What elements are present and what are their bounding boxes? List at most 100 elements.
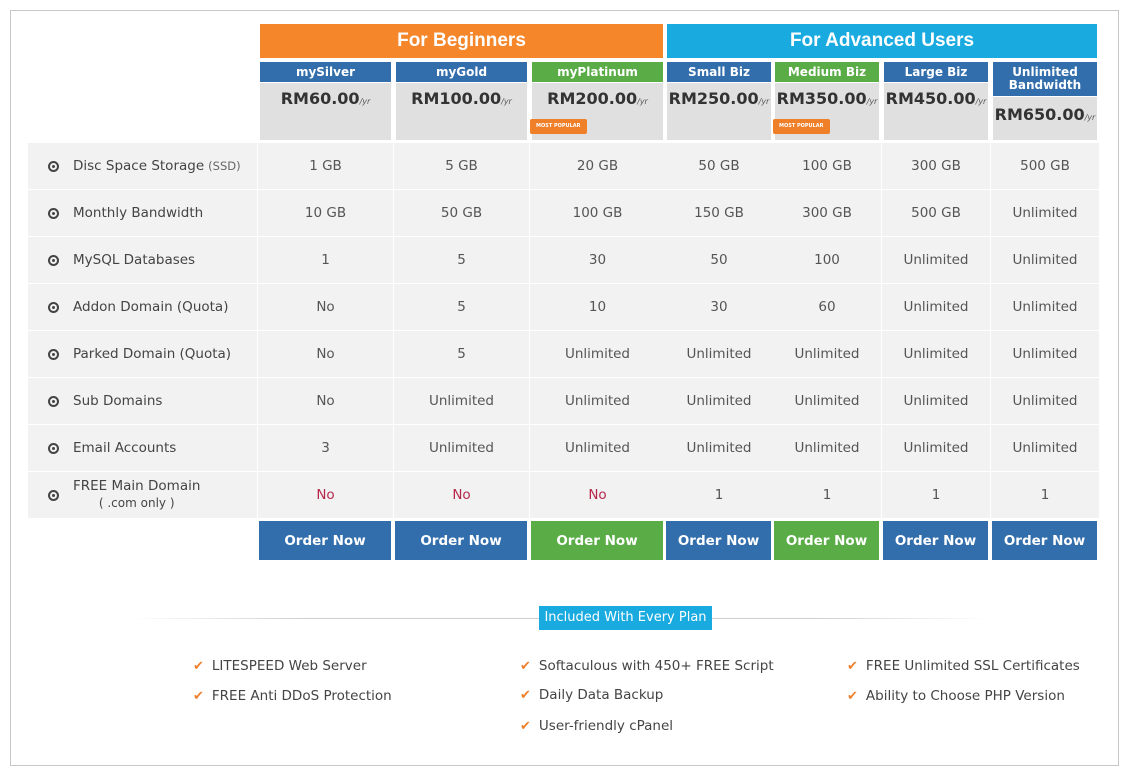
feature-value-cell: Unlimited — [882, 425, 990, 471]
feature-label-text: Monthly Bandwidth — [73, 205, 204, 221]
plan-name-header: Medium Biz — [775, 62, 879, 82]
plan-price: RM60.00 — [280, 89, 360, 108]
included-item: ✔ LITESPEED Web Server — [193, 658, 367, 674]
check-icon: ✔ — [847, 688, 858, 704]
feature-value-cell: Unlimited — [882, 331, 990, 377]
feature-label-cell: Parked Domain (Quota) — [28, 331, 257, 377]
feature-label-text: Addon Domain (Quota) — [73, 299, 229, 315]
order-now-button[interactable]: Order Now — [883, 521, 988, 560]
feature-value-cell: No — [394, 472, 529, 518]
included-item-label: Softaculous with 450+ FREE Script — [538, 658, 774, 674]
feature-value-cell: Unlimited — [394, 378, 529, 424]
plan-price-box: RM250.00/yr — [667, 83, 771, 140]
feature-value-cell: 5 GB — [394, 143, 529, 189]
bullet-circle-icon — [48, 348, 59, 360]
feature-value-cell: 100 — [773, 237, 881, 283]
most-popular-badge: MOST POPULAR — [530, 119, 587, 134]
feature-value-cell: 50 — [665, 237, 773, 283]
feature-value-cell: 100 GB — [773, 143, 881, 189]
bullet-circle-icon — [48, 489, 59, 501]
feature-label-suffix: (SSD) — [208, 159, 241, 173]
plan-price-box: RM60.00/yr — [260, 83, 391, 140]
plan-price-period: /yr — [1084, 113, 1096, 122]
feature-label-cell: Monthly Bandwidth — [28, 190, 257, 236]
included-item-label: LITESPEED Web Server — [211, 658, 367, 674]
feature-value-cell: 5 — [394, 284, 529, 330]
plan-name-header: Unlimited Bandwidth — [993, 62, 1097, 96]
feature-value-cell: 5 — [394, 237, 529, 283]
order-now-button[interactable]: Order Now — [395, 521, 527, 560]
feature-value-cell: 3 — [258, 425, 393, 471]
feature-label-cell: FREE Main Domain ( .com only ) — [28, 472, 257, 518]
feature-value-cell: Unlimited — [991, 425, 1099, 471]
included-item-label: FREE Anti DDoS Protection — [211, 688, 392, 704]
feature-value-cell: 300 GB — [882, 143, 990, 189]
feature-value-cell: 1 — [258, 237, 393, 283]
feature-label: Email Accounts — [73, 440, 176, 456]
plan-price-period: /yr — [637, 97, 648, 106]
feature-value-cell: 1 — [991, 472, 1099, 518]
plan-price-period: /yr — [975, 97, 987, 106]
plan-price-box: RM350.00/yr MOST POPULAR — [773, 83, 879, 140]
included-item: ✔ FREE Anti DDoS Protection — [193, 688, 392, 704]
group-header-beginners: For Beginners — [260, 24, 663, 58]
plan-name-header: myGold — [396, 62, 527, 82]
included-item: ✔ Ability to Choose PHP Version — [847, 688, 1065, 704]
order-now-button[interactable]: Order Now — [992, 521, 1097, 560]
plan-price-period: /yr — [866, 97, 878, 106]
feature-value-cell: 1 GB — [258, 143, 393, 189]
feature-value-cell: No — [530, 472, 665, 518]
plan-price: RM650.00 — [994, 105, 1085, 124]
check-icon: ✔ — [193, 688, 204, 704]
feature-value-cell: No — [258, 472, 393, 518]
check-icon: ✔ — [520, 658, 531, 674]
feature-label: Monthly Bandwidth — [73, 205, 203, 221]
feature-label-cell: Email Accounts — [28, 425, 257, 471]
plan-name-header: myPlatinum — [532, 62, 663, 82]
feature-value-cell: 50 GB — [665, 143, 773, 189]
included-title: Included With Every Plan — [539, 606, 712, 630]
feature-value-cell: 20 GB — [530, 143, 665, 189]
feature-value-cell: 10 — [530, 284, 665, 330]
feature-value-cell: 5 — [394, 331, 529, 377]
feature-label-text: Parked Domain (Quota) — [73, 346, 232, 362]
check-icon: ✔ — [847, 658, 858, 674]
included-item-label: Daily Data Backup — [538, 687, 664, 703]
feature-label-cell: Addon Domain (Quota) — [28, 284, 257, 330]
order-now-button[interactable]: Order Now — [774, 521, 879, 560]
feature-label-text: Sub Domains — [73, 393, 163, 409]
feature-value-cell: Unlimited — [665, 331, 773, 377]
group-header-advanced: For Advanced Users — [667, 24, 1097, 58]
plan-name-header: mySilver — [260, 62, 391, 82]
included-item-label: Ability to Choose PHP Version — [865, 688, 1065, 704]
feature-label-suffix: ( .com only ) — [98, 496, 175, 510]
order-now-button[interactable]: Order Now — [666, 521, 771, 560]
feature-value-cell: No — [258, 378, 393, 424]
feature-label: Addon Domain (Quota) — [73, 299, 228, 315]
feature-value-cell: 30 — [665, 284, 773, 330]
feature-value-cell: 500 GB — [882, 190, 990, 236]
feature-value-cell: 50 GB — [394, 190, 529, 236]
feature-value-cell: 30 — [530, 237, 665, 283]
plan-price-period: /yr — [758, 97, 770, 106]
plan-price-box: RM450.00/yr — [884, 83, 988, 140]
feature-label: Sub Domains — [73, 393, 162, 409]
plan-name-header: Small Biz — [667, 62, 771, 82]
order-now-button[interactable]: Order Now — [531, 521, 663, 560]
feature-value-cell: 1 — [882, 472, 990, 518]
plan-price: RM450.00 — [885, 89, 976, 108]
plan-price: RM200.00 — [547, 89, 638, 108]
order-now-button[interactable]: Order Now — [259, 521, 391, 560]
plan-name-header: Large Biz — [884, 62, 988, 82]
feature-value-cell: Unlimited — [991, 284, 1099, 330]
plan-price: RM100.00 — [411, 89, 502, 108]
bullet-circle-icon — [48, 254, 59, 266]
bullet-circle-icon — [48, 442, 59, 454]
plan-price-period: /yr — [359, 97, 371, 106]
feature-value-cell: 100 GB — [530, 190, 665, 236]
included-item-label: User-friendly cPanel — [538, 718, 674, 734]
feature-value-cell: Unlimited — [530, 425, 665, 471]
feature-label-text: Email Accounts — [73, 440, 177, 456]
feature-value-cell: Unlimited — [882, 378, 990, 424]
feature-value-cell: 500 GB — [991, 143, 1099, 189]
